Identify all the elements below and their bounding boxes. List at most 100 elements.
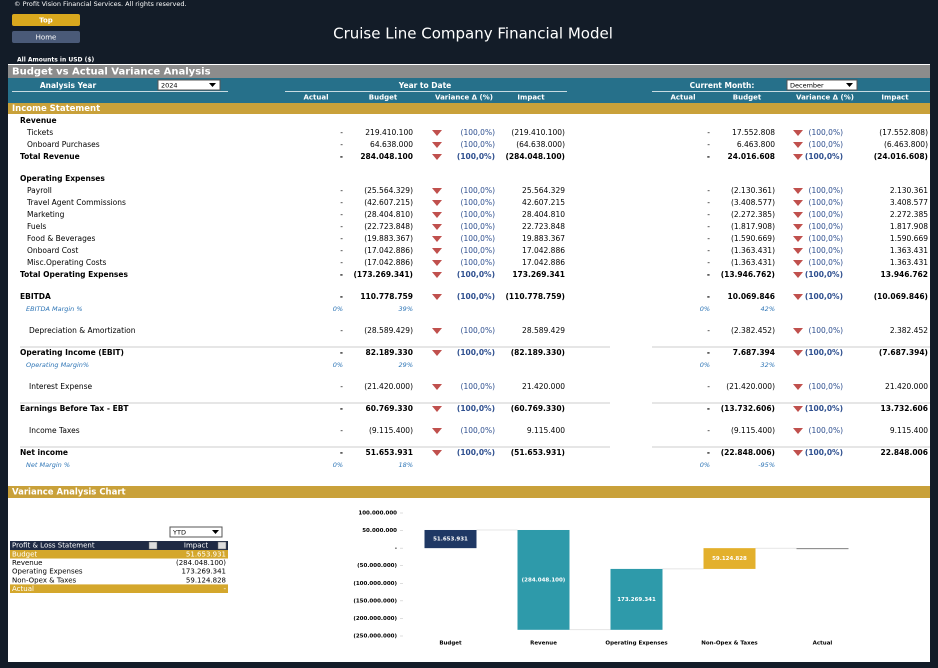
- row-label: Marketing: [27, 210, 65, 219]
- cell: 51.653.931: [366, 448, 413, 457]
- variance-arrow: [793, 294, 803, 300]
- top-button-label[interactable]: Top: [39, 17, 53, 25]
- variance-arrow: [432, 294, 442, 300]
- column-header: Impact: [517, 94, 545, 102]
- cell: 0%: [333, 305, 343, 313]
- cell: (21.420.000): [726, 382, 775, 391]
- variance-arrow: [432, 248, 442, 254]
- table-row: [10, 550, 228, 559]
- y-tick-label: (200.000.000): [353, 616, 397, 622]
- filter-button[interactable]: [148, 541, 158, 550]
- x-tick-label: Non-Opex & Taxes: [701, 641, 758, 647]
- cell: (100,0%): [809, 234, 844, 243]
- section-title: Budget vs Actual Variance Analysis: [12, 67, 211, 78]
- cell: 22.848.006: [881, 448, 928, 457]
- column-header: Variance Δ (%): [435, 94, 493, 102]
- row-label: Earnings Before Tax - EBT: [20, 404, 129, 413]
- cell: -: [340, 234, 343, 243]
- bar: [703, 548, 756, 569]
- value-label: 173.269.341: [617, 597, 656, 603]
- home-button-label[interactable]: Home: [36, 34, 57, 42]
- x-tick-label: Actual: [813, 641, 833, 647]
- top-button[interactable]: [12, 14, 80, 26]
- cell: (1.363.431): [731, 246, 775, 255]
- cell: 28.589.429: [522, 326, 565, 335]
- variance-arrow: [432, 384, 442, 390]
- cell: -: [707, 258, 710, 267]
- cell: -: [340, 198, 343, 207]
- home-button[interactable]: [12, 31, 80, 43]
- cell: -: [340, 448, 343, 457]
- cell: (22.848.006): [721, 448, 775, 457]
- month-dropdown[interactable]: [786, 79, 858, 91]
- cell: (100,0%): [809, 210, 844, 219]
- cell: (17.042.886): [364, 258, 413, 267]
- cell: (1.590.669): [731, 234, 775, 243]
- row-label: Total Operating Expenses: [20, 270, 128, 279]
- filter-dropdown[interactable]: [169, 526, 223, 538]
- table-cell: -: [223, 585, 226, 593]
- variance-arrow: [432, 450, 442, 456]
- y-tick-label: (150.000.000): [353, 598, 397, 604]
- table-cell: 51.653.931: [186, 551, 226, 559]
- cell: 1.363.431: [890, 246, 928, 255]
- cell: (100,0%): [809, 128, 844, 137]
- cell: 22.723.848: [522, 222, 565, 231]
- cell: -: [707, 270, 710, 279]
- cell: (6.463.800): [884, 140, 928, 149]
- cell: (100,0%): [809, 246, 844, 255]
- table-row: [10, 558, 228, 568]
- variance-arrow: [432, 428, 442, 434]
- bar: [424, 529, 477, 549]
- table-row: [10, 584, 228, 593]
- cell: -: [707, 186, 710, 195]
- cell: (100,0%): [461, 210, 496, 219]
- cell: -: [707, 128, 710, 137]
- cell: (64.638.000): [516, 140, 565, 149]
- row-label: Fuels: [27, 222, 46, 231]
- variance-arrow: [432, 212, 442, 218]
- row-label: Food & Beverages: [27, 234, 95, 243]
- bar: [517, 529, 570, 630]
- cell: -: [340, 222, 343, 231]
- column-header: Variance Δ (%): [796, 94, 854, 102]
- table-cell: Non-Opex & Taxes: [12, 576, 77, 584]
- cell: (100,0%): [461, 128, 496, 137]
- year-dropdown[interactable]: [157, 79, 221, 91]
- variance-arrow: [432, 272, 442, 278]
- cell: (100,0%): [805, 152, 843, 161]
- cell: 42%: [761, 305, 775, 313]
- section-bar: [8, 65, 930, 78]
- variance-arrow: [432, 350, 442, 356]
- cell: (21.420.000): [364, 382, 413, 391]
- filter-value[interactable]: YTD: [172, 529, 186, 537]
- row-label: EBITDA: [20, 292, 51, 301]
- cell: (100,0%): [461, 382, 496, 391]
- variance-arrow: [793, 224, 803, 230]
- row-label: Operating Expenses: [20, 174, 105, 183]
- y-tick-label: 100.000.000: [358, 511, 397, 517]
- row-label: Net Margin %: [26, 461, 70, 469]
- cell: 39%: [399, 305, 413, 313]
- month-value[interactable]: December: [790, 82, 824, 90]
- cell: (17.042.886): [364, 246, 413, 255]
- page-title: Cruise Line Company Financial Model: [333, 25, 613, 43]
- x-tick-label: Revenue: [530, 641, 557, 647]
- variance-arrow: [432, 142, 442, 148]
- year-value[interactable]: 2024: [161, 82, 178, 90]
- cell: 25.564.329: [522, 186, 565, 195]
- variance-arrow: [432, 236, 442, 242]
- cell: -: [340, 258, 343, 267]
- table-header-text: Impact: [184, 542, 208, 550]
- cell: -: [340, 404, 343, 413]
- filter-button[interactable]: [217, 541, 227, 550]
- cell: (100,0%): [461, 426, 496, 435]
- cell: (219.410.100): [511, 128, 565, 137]
- cell: (100,0%): [461, 234, 496, 243]
- cell: (1.363.431): [731, 258, 775, 267]
- variance-arrow: [793, 212, 803, 218]
- cell: -: [707, 382, 710, 391]
- cell: (100,0%): [457, 270, 495, 279]
- cell: 7.687.394: [733, 348, 775, 357]
